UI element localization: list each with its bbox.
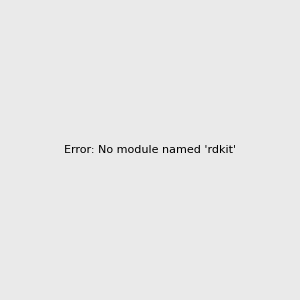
Text: Error: No module named 'rdkit': Error: No module named 'rdkit' [64, 145, 236, 155]
